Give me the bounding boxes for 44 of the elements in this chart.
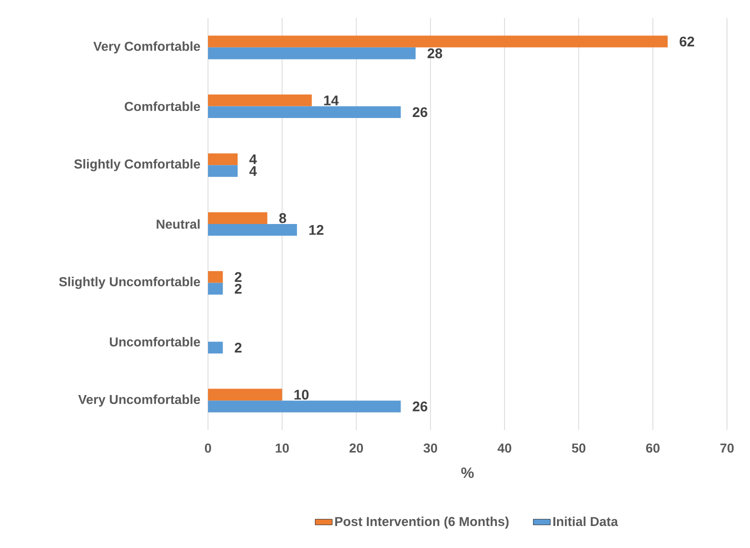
y-tick-label: Slightly Comfortable [74, 159, 200, 172]
data-label: 14 [324, 96, 339, 106]
bar [208, 342, 223, 354]
y-tick-label: Neutral [156, 219, 200, 229]
data-label: 12 [309, 225, 324, 235]
bar [208, 165, 238, 177]
data-label: 2 [234, 284, 242, 294]
data-label: 10 [294, 390, 309, 400]
bar [208, 212, 268, 224]
data-label: 2 [234, 342, 242, 352]
bar [208, 153, 238, 166]
bar [208, 106, 401, 118]
x-tick-label: 0 [204, 443, 212, 453]
data-label: 4 [249, 166, 257, 176]
data-label: 2 [234, 272, 242, 282]
x-tick-label: 10 [276, 443, 289, 453]
data-label: 62 [680, 36, 694, 46]
y-tick-label: Very Uncomfortable [78, 394, 200, 407]
y-tick-label: Comfortable [124, 102, 200, 112]
bar [208, 94, 312, 106]
y-tick-label: Uncomfortable [110, 336, 200, 346]
bar [208, 36, 668, 48]
bar [208, 271, 223, 283]
bar [208, 224, 297, 236]
legend-label: Post Intervention (6 Months) [335, 516, 509, 529]
data-label: 4 [249, 154, 257, 164]
legend-label: Initial Data [553, 516, 618, 526]
bar [208, 400, 401, 412]
x-tick-label: 30 [424, 443, 438, 453]
data-label: 8 [279, 213, 286, 224]
x-axis-title: % [461, 467, 474, 478]
bar [208, 282, 223, 295]
y-tick-label: Slightly Uncomfortable [59, 276, 200, 289]
data-label: 26 [412, 402, 428, 412]
data-label: 26 [412, 107, 428, 118]
y-tick-label: Very Comfortable [93, 41, 200, 54]
x-tick-label: 50 [572, 443, 586, 453]
bar [208, 388, 282, 401]
x-tick-label: 20 [350, 443, 363, 453]
bar [208, 47, 416, 60]
x-tick-label: 60 [646, 443, 660, 453]
data-label: 28 [428, 48, 442, 58]
x-tick-label: 70 [720, 443, 734, 453]
x-tick-label: 40 [498, 443, 512, 453]
